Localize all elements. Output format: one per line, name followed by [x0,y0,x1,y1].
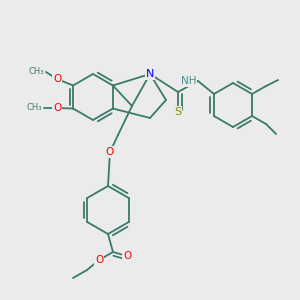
Text: O: O [53,103,61,113]
Text: S: S [174,107,182,117]
Text: CH₃: CH₃ [28,68,44,76]
Text: CH₃: CH₃ [26,103,42,112]
Text: O: O [106,147,114,157]
Text: O: O [123,251,131,261]
Text: O: O [53,74,61,84]
Text: O: O [95,255,103,265]
Text: N: N [146,69,154,79]
Text: NH: NH [181,76,196,86]
